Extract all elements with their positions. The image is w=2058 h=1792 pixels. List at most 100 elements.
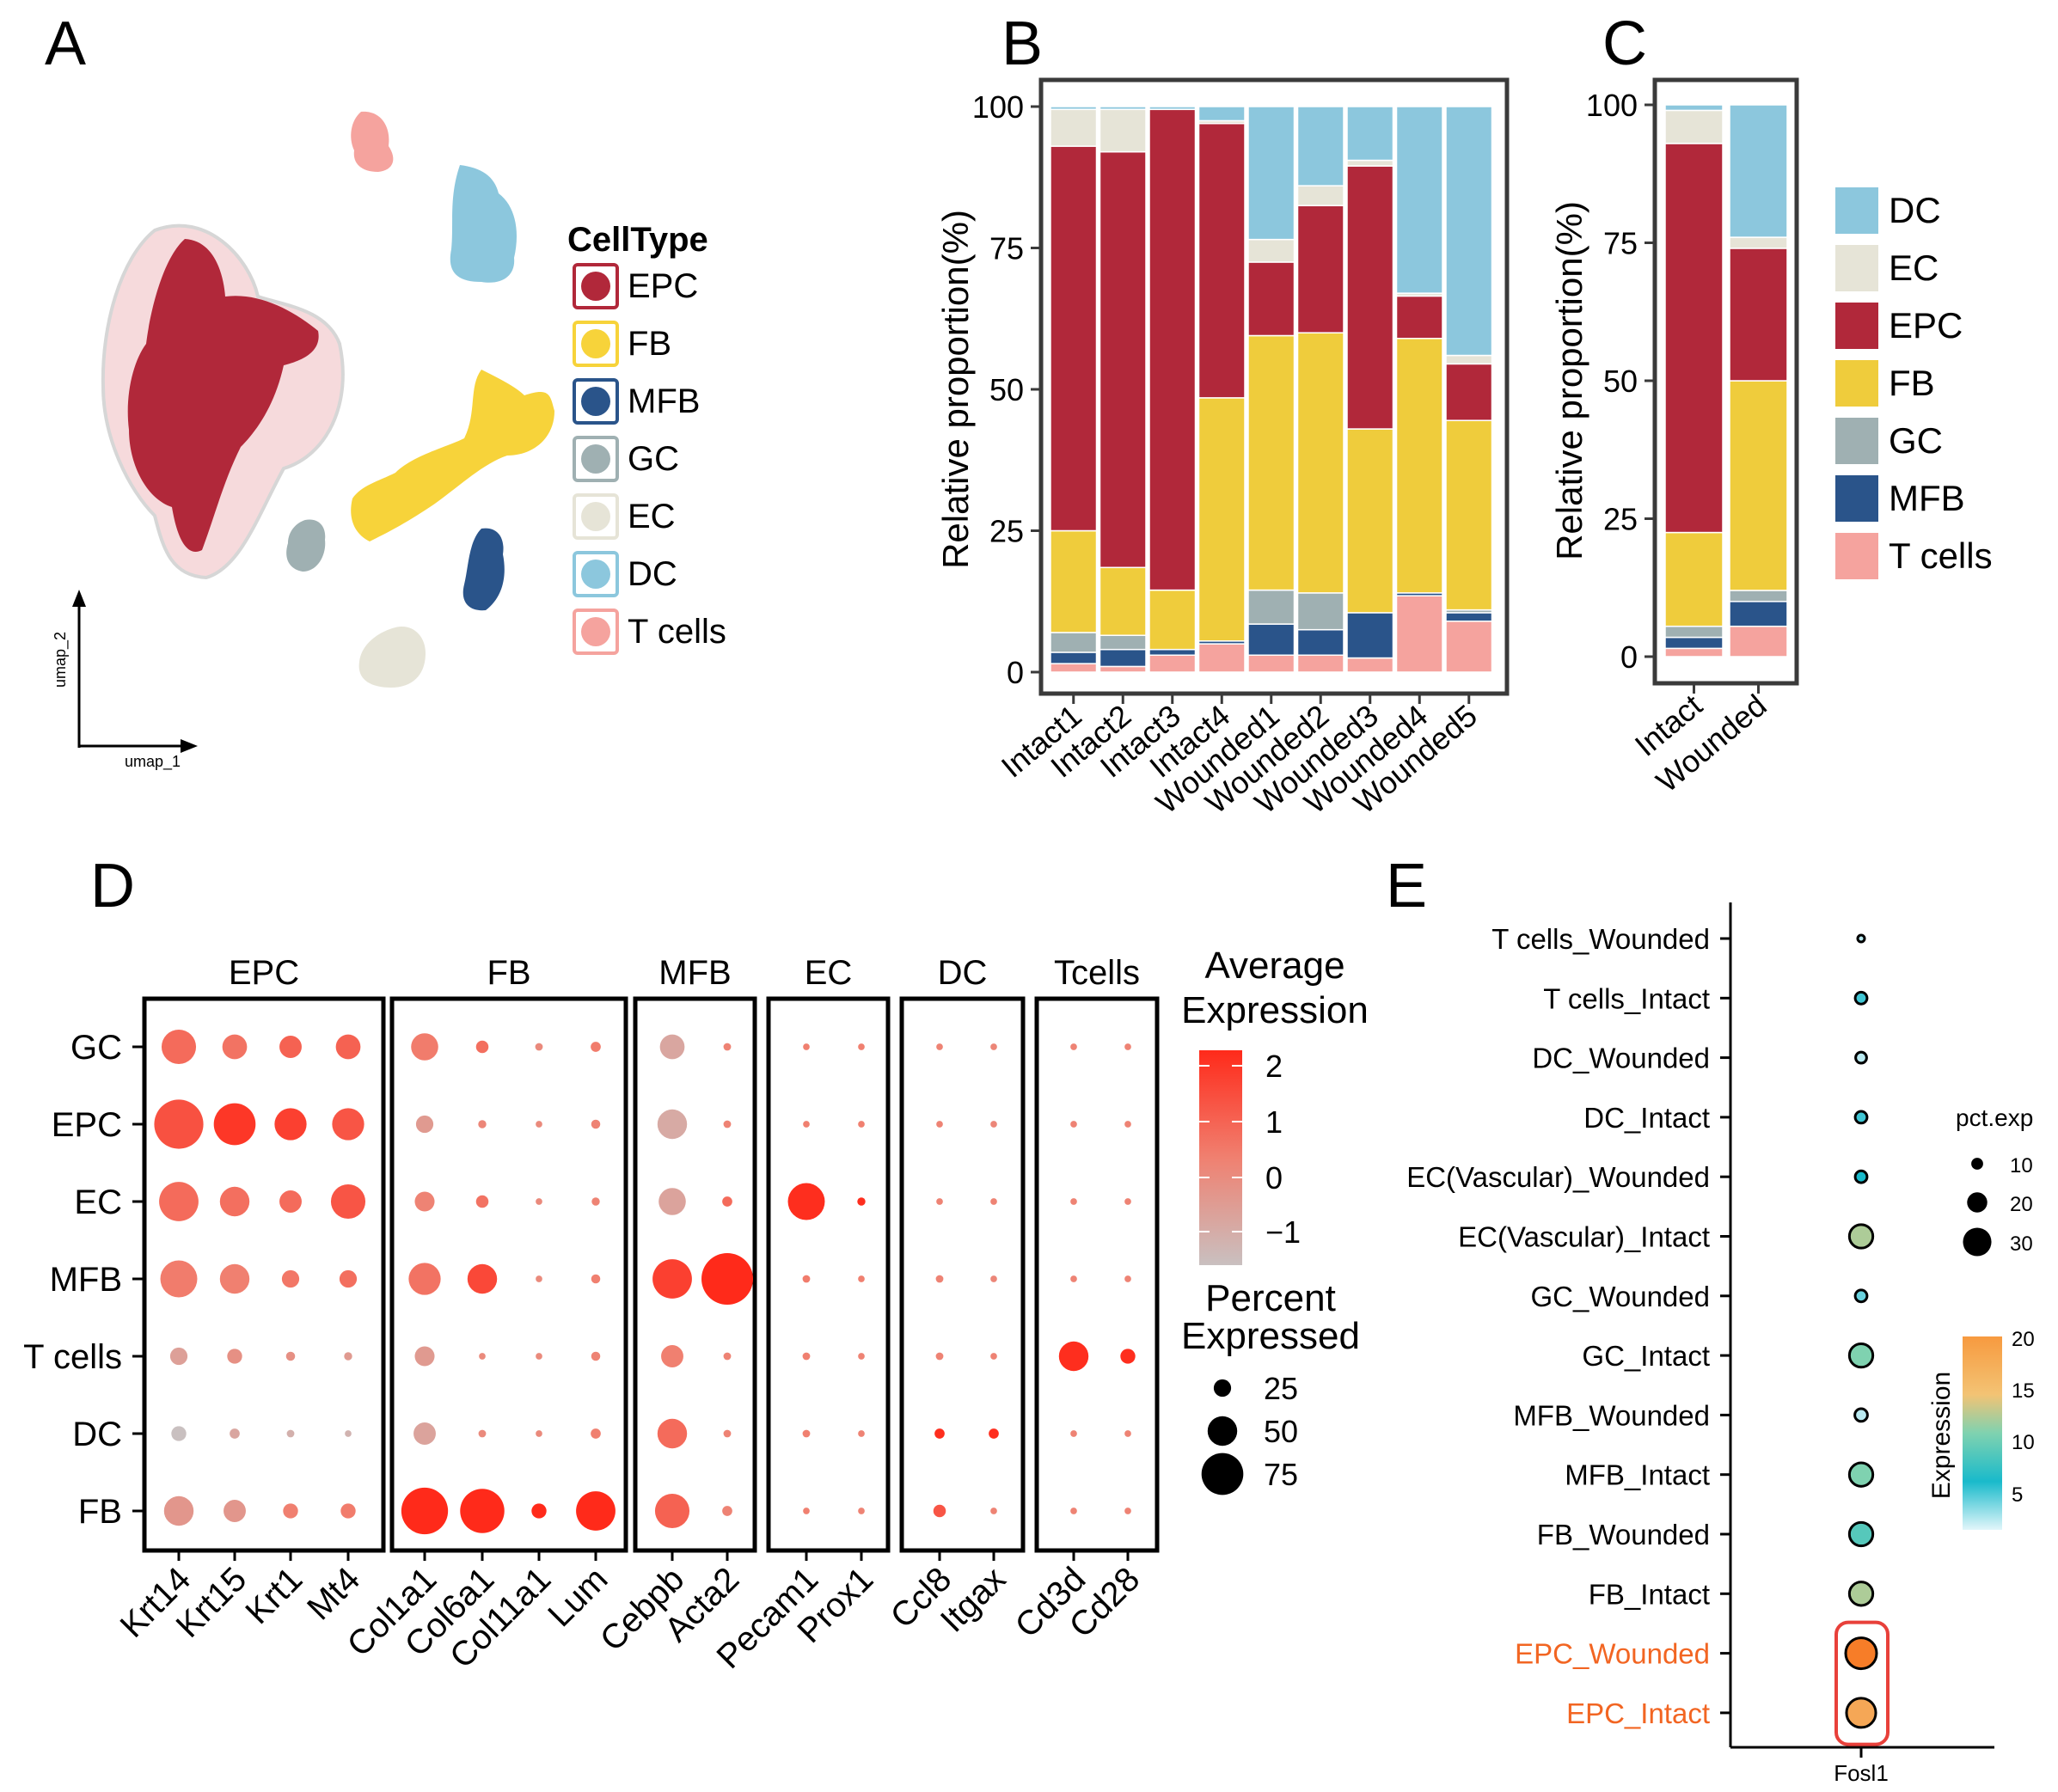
- dotplot-dot: [802, 1352, 811, 1361]
- color-legend-title: Expression: [1927, 1372, 1956, 1499]
- y-tick-label: 50: [1603, 364, 1638, 399]
- umap-legend-dot: [581, 444, 610, 474]
- bar-segment: [1664, 531, 1724, 627]
- y-tick-label: 50: [989, 372, 1024, 407]
- dotplot-dot: [531, 1503, 547, 1519]
- bar-segment: [1729, 590, 1788, 602]
- dotplot-dot: [661, 1345, 683, 1367]
- expression-dot: [1847, 1581, 1875, 1607]
- bar-segment: [1050, 632, 1098, 653]
- dotplot-dot: [701, 1253, 753, 1305]
- dotplot-dot: [535, 1043, 543, 1051]
- dotplot-dot: [279, 1190, 302, 1213]
- umap-gc-cluster: [286, 519, 326, 572]
- dotplot-group-box: [1034, 996, 1160, 1553]
- dotplot-dot: [990, 1508, 997, 1514]
- bar-segment: [1148, 648, 1197, 657]
- bar-segment: [1099, 106, 1147, 111]
- dotplot-dot: [478, 1120, 487, 1128]
- umap-legend-label: FB: [628, 325, 671, 363]
- legend-swatch: [1835, 187, 1878, 234]
- legend-label: MFB: [1889, 478, 1965, 518]
- umap-fb-cluster: [351, 370, 554, 541]
- bar-segment: [1197, 106, 1246, 122]
- legend-label: EPC: [1889, 305, 1963, 346]
- row-label: DC_Intact: [1583, 1102, 1710, 1134]
- bar-segment: [1050, 145, 1098, 532]
- dotplot-dot: [344, 1352, 352, 1361]
- dotplot-dot: [340, 1503, 356, 1519]
- y-tick-label: 0: [1007, 655, 1024, 690]
- y-axis-label: Relative proportion(%): [1549, 201, 1589, 560]
- expression-dot: [1853, 1169, 1869, 1184]
- bar-segment: [1148, 108, 1197, 591]
- y-tick-label: 100: [1586, 88, 1638, 123]
- dotplot-dot: [163, 1495, 194, 1526]
- dotplot-dot: [414, 1191, 435, 1212]
- legend-label: EC: [1889, 248, 1939, 288]
- bar-segment: [1099, 665, 1147, 673]
- dotplot-dot: [274, 1108, 307, 1141]
- umap-legend-label: EC: [628, 498, 676, 535]
- expression-dot: [1847, 1520, 1875, 1548]
- dotplot-group-label: EPC: [229, 954, 299, 992]
- dotplot-dot: [935, 1275, 944, 1283]
- dotplot-dot: [281, 1269, 300, 1288]
- dotplot-dot: [279, 1036, 302, 1058]
- umap-legend-dot: [581, 387, 610, 416]
- dotplot-dot: [591, 1351, 601, 1361]
- umap-legend-dot: [581, 617, 610, 646]
- y-tick-label: 75: [1603, 226, 1638, 261]
- dotplot-dot: [591, 1428, 601, 1439]
- dotplot-dot: [990, 1121, 997, 1128]
- panel-label-c: C: [1602, 9, 1647, 78]
- dotplot-dot: [536, 1198, 542, 1205]
- dotplot-dot: [345, 1430, 352, 1437]
- bar-segment: [1296, 592, 1344, 631]
- bar-segment: [1099, 566, 1147, 636]
- bar-segment: [1445, 621, 1493, 673]
- umap-mfb-cluster: [462, 528, 505, 611]
- bar-segment: [1346, 159, 1394, 167]
- bar-segment: [1197, 397, 1246, 642]
- dotplot-dot: [803, 1121, 810, 1128]
- y-axis-label: Relative proportion(%): [935, 210, 976, 569]
- size-legend-title: Expressed: [1181, 1315, 1360, 1357]
- dotplot-dot: [802, 1275, 811, 1283]
- bar-segment: [1050, 108, 1098, 147]
- bar-segment: [1148, 654, 1197, 673]
- bar-segment: [1395, 338, 1443, 594]
- expression-dot: [1847, 1461, 1875, 1488]
- dotplot-dot: [1120, 1349, 1136, 1364]
- dotplot-dot: [467, 1263, 498, 1294]
- dotplot-group-label: MFB: [658, 954, 731, 992]
- dotplot-dot: [335, 1034, 361, 1060]
- dotplot-dot: [990, 1198, 997, 1205]
- size-legend-dot: [1971, 1158, 1983, 1170]
- dotplot-dot: [591, 1042, 601, 1052]
- bar-segment: [1729, 104, 1788, 238]
- dotplot-dot: [591, 1274, 601, 1284]
- bar-segment: [1296, 332, 1344, 594]
- size-legend-dot: [1967, 1192, 1988, 1213]
- size-legend-title: pct.exp: [1956, 1104, 2033, 1131]
- dotplot-dot: [936, 1121, 943, 1128]
- bar-segment: [1247, 623, 1295, 657]
- legend-label: GC: [1889, 420, 1943, 461]
- bar-segment: [1050, 651, 1098, 664]
- expression-dot: [1847, 1223, 1875, 1250]
- row-label: GC_Intact: [1582, 1340, 1710, 1372]
- dotplot-group-box: [899, 996, 1026, 1553]
- bar-segment: [1445, 612, 1493, 622]
- row-label: DC_Wounded: [1532, 1043, 1710, 1074]
- dotplot-dot: [171, 1426, 187, 1441]
- bar-segment: [1664, 636, 1724, 650]
- dotplot-group-label: Tcells: [1054, 954, 1140, 992]
- size-legend-label: 25: [1264, 1371, 1298, 1406]
- bar-segment: [1296, 205, 1344, 333]
- bar-segment: [1247, 334, 1295, 591]
- dotplot-dot: [227, 1349, 242, 1364]
- dotplot-row-label: EC: [74, 1183, 122, 1221]
- dotplot-dot: [401, 1487, 449, 1535]
